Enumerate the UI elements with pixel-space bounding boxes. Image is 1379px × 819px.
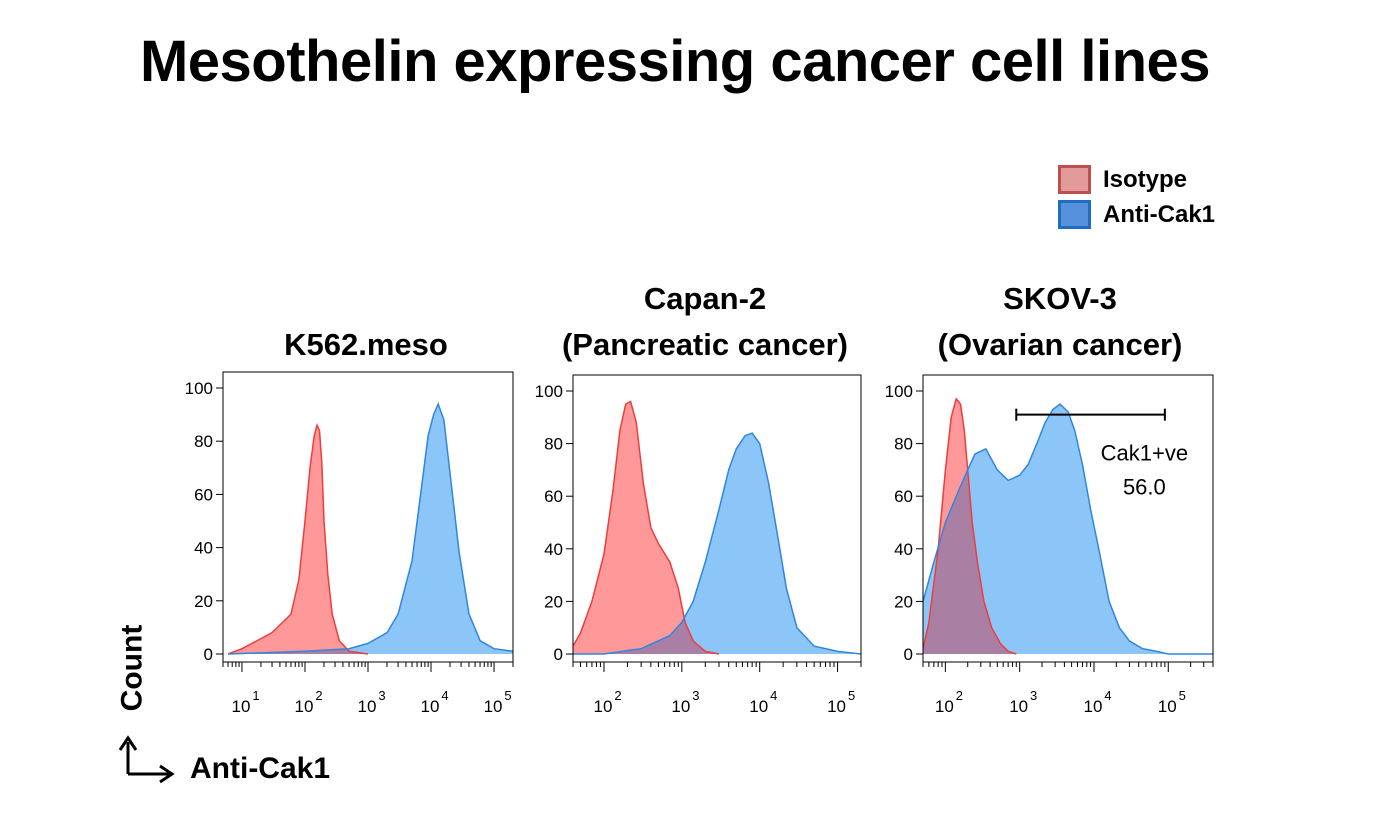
plot-frame xyxy=(572,374,862,663)
legend-label-isotype: Isotype xyxy=(1103,165,1188,193)
panel-title-capan2-line1: Capan-2 xyxy=(643,281,767,316)
y-tick-label: 60 xyxy=(894,487,913,506)
x-tick-exponent: 4 xyxy=(770,688,777,703)
anti-cak1-swatch xyxy=(1058,200,1091,229)
y-tick-label: 0 xyxy=(204,645,213,664)
legend-label-anti-cak1: Anti-Cak1 xyxy=(1103,200,1216,228)
x-axis-label: Anti-Cak1 xyxy=(190,752,331,785)
x-tick-exponent: 1 xyxy=(252,688,259,703)
gate-label: Cak1+ve xyxy=(1101,441,1188,466)
gate-value: 56.0 xyxy=(1123,475,1166,500)
x-tick-label: 10 xyxy=(295,697,314,716)
x-tick-label: 10 xyxy=(827,697,846,716)
x-tick-label: 10 xyxy=(671,697,690,716)
x-tick-exponent: 5 xyxy=(848,688,855,703)
anti-cak1-area xyxy=(228,404,513,654)
x-tick-exponent: 5 xyxy=(504,688,511,703)
y-tick-label: 40 xyxy=(194,539,213,558)
y-tick-label: 0 xyxy=(904,645,913,664)
panel-title-k562: K562.meso xyxy=(222,322,510,368)
x-tick-label: 10 xyxy=(1158,697,1177,716)
x-tick-label: 10 xyxy=(358,697,377,716)
y-tick-label: 60 xyxy=(544,487,563,506)
x-tick-exponent: 3 xyxy=(378,688,385,703)
isotype-line xyxy=(227,422,369,655)
x-tick-exponent: 4 xyxy=(441,688,448,703)
x-tick-exponent: 3 xyxy=(692,688,699,703)
isotype-swatch xyxy=(1058,165,1091,194)
anti-cak1-line xyxy=(227,401,513,655)
x-tick-exponent: 2 xyxy=(614,688,621,703)
panel-title-skov3-line1: SKOV-3 xyxy=(1003,281,1117,316)
y-tick-label: 0 xyxy=(554,645,563,664)
isotype-line xyxy=(573,400,720,655)
x-tick-exponent: 5 xyxy=(1179,688,1186,703)
x-tick-exponent: 3 xyxy=(1030,688,1037,703)
y-tick-label: 60 xyxy=(194,485,213,504)
panel-title-capan2-line2: (Pancreatic cancer) xyxy=(561,327,849,362)
x-tick-label: 10 xyxy=(749,697,768,716)
y-axis-label: Count xyxy=(115,624,149,712)
anti-cak1-area xyxy=(923,404,1213,654)
panel-title-skov3: SKOV-3 (Ovarian cancer) xyxy=(910,276,1210,368)
plot-frame xyxy=(922,374,1214,663)
y-tick-label: 100 xyxy=(535,382,563,401)
x-tick-exponent: 2 xyxy=(315,688,322,703)
x-tick-exponent: 4 xyxy=(1104,688,1111,703)
x-tick-label: 10 xyxy=(484,697,503,716)
y-tick-label: 100 xyxy=(185,379,213,398)
x-tick-label: 10 xyxy=(1009,697,1028,716)
isotype-line xyxy=(923,397,1017,655)
x-tick-label: 10 xyxy=(594,697,613,716)
y-tick-label: 20 xyxy=(894,592,913,611)
y-tick-label: 80 xyxy=(894,435,913,454)
legend-item-isotype: Isotype xyxy=(1058,162,1215,197)
x-tick-label: 10 xyxy=(232,697,251,716)
y-tick-label: 80 xyxy=(544,435,563,454)
x-tick-label: 10 xyxy=(1084,697,1103,716)
y-tick-label: 40 xyxy=(894,540,913,559)
y-tick-label: 40 xyxy=(544,540,563,559)
anti-cak1-line xyxy=(573,432,861,655)
axis-arrows xyxy=(118,735,175,784)
anti-cak1-line xyxy=(923,403,1213,655)
x-tick-label: 10 xyxy=(935,697,954,716)
y-tick-label: 80 xyxy=(194,432,213,451)
isotype-area xyxy=(573,401,719,654)
page-title: Mesothelin expressing cancer cell lines xyxy=(139,29,1211,94)
isotype-area xyxy=(228,425,368,654)
panel-title-capan2: Capan-2 (Pancreatic cancer) xyxy=(540,276,870,368)
gate-marker xyxy=(1015,408,1166,421)
panel-title-skov3-line2: (Ovarian cancer) xyxy=(937,327,1183,362)
y-tick-label: 20 xyxy=(194,592,213,611)
y-tick-label: 20 xyxy=(544,592,563,611)
y-tick-label: 100 xyxy=(885,382,913,401)
x-tick-exponent: 2 xyxy=(956,688,963,703)
legend: Isotype Anti-Cak1 xyxy=(1058,162,1215,232)
panel-title-k562-line1: K562.meso xyxy=(284,327,448,362)
x-tick-label: 10 xyxy=(421,697,440,716)
legend-item-anti-cak1: Anti-Cak1 xyxy=(1058,197,1215,232)
